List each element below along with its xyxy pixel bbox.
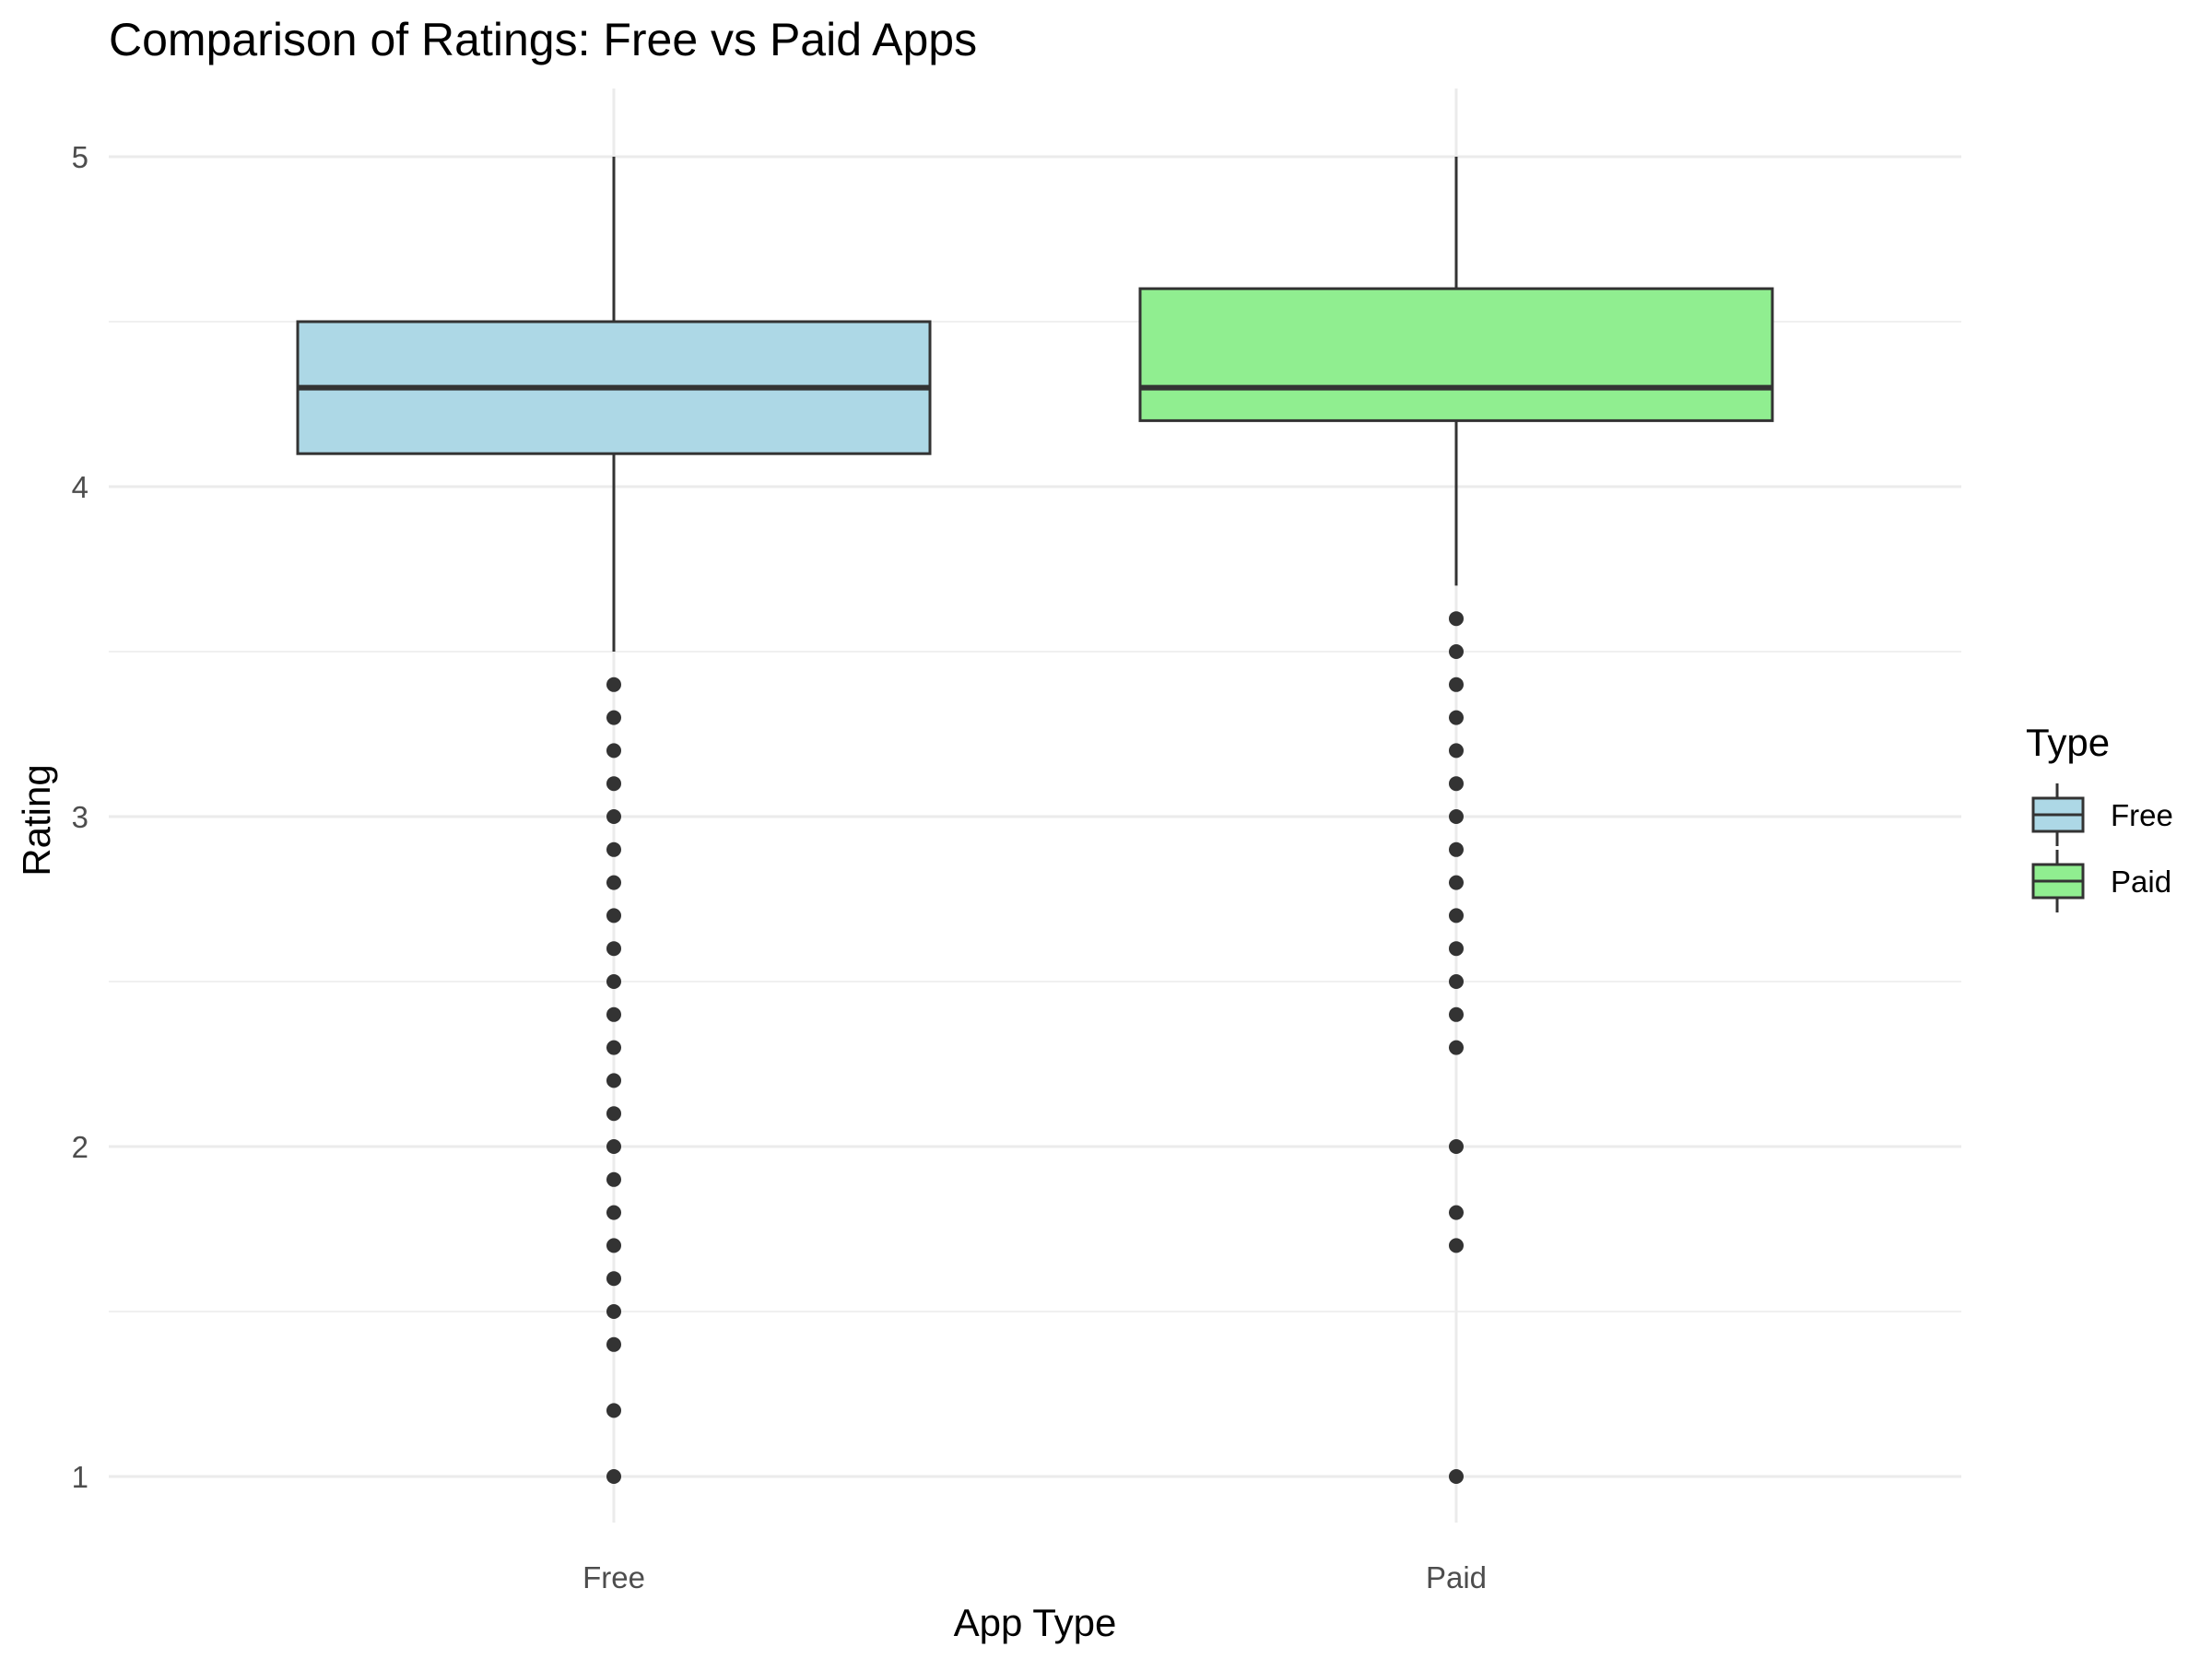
outlier-point (1449, 1040, 1464, 1055)
outlier-point (606, 1040, 621, 1055)
outlier-point (1449, 1006, 1464, 1022)
outlier-point (1449, 1139, 1464, 1154)
outlier-point (1449, 776, 1464, 792)
outlier-point (606, 1106, 621, 1122)
x-axis-title: App Type (954, 1601, 1117, 1644)
outlier-point (606, 776, 621, 792)
y-tick-label: 5 (72, 140, 88, 174)
outlier-point (1449, 875, 1464, 890)
x-tick-label: Paid (1426, 1560, 1487, 1594)
y-tick-label: 3 (72, 800, 88, 834)
outlier-point (1449, 809, 1464, 824)
y-tick-label: 4 (72, 470, 88, 504)
outlier-point (606, 1304, 621, 1319)
outlier-point (1449, 1469, 1464, 1484)
outlier-point (606, 1336, 621, 1352)
outlier-point (606, 743, 621, 759)
outlier-point (1449, 677, 1464, 692)
outlier-point (1449, 974, 1464, 989)
outlier-point (1449, 611, 1464, 627)
outlier-point (606, 1238, 621, 1253)
iqr-box (1138, 287, 1774, 422)
outlier-point (1449, 710, 1464, 725)
outlier-point (606, 1469, 621, 1484)
y-tick-label: 1 (72, 1460, 88, 1494)
legend-entry-paid: Paid (2031, 850, 2171, 912)
outlier-point (606, 974, 621, 989)
outlier-point (606, 809, 621, 824)
outlier-point (606, 1171, 621, 1187)
y-axis-ticks: 1 2 3 4 5 (72, 140, 88, 1494)
legend-label: Paid (2111, 865, 2171, 899)
outlier-point (606, 875, 621, 890)
outlier-point (1449, 941, 1464, 957)
outlier-point (606, 841, 621, 857)
legend: Type Free Paid (2026, 721, 2173, 912)
outlier-point (606, 1403, 621, 1418)
outlier-point (1449, 841, 1464, 857)
legend-title: Type (2026, 721, 2110, 764)
legend-entries: Free Paid (2031, 783, 2173, 912)
legend-label: Free (2111, 798, 2173, 832)
outlier-point (606, 677, 621, 692)
outlier-point (1449, 908, 1464, 924)
box-layer (296, 157, 1774, 1484)
box-free (296, 157, 932, 1484)
x-axis-ticks: Free Paid (582, 1560, 1487, 1594)
outlier-point (606, 908, 621, 924)
outlier-point (606, 710, 621, 725)
y-tick-label: 2 (72, 1130, 88, 1164)
chart-title: Comparison of Ratings: Free vs Paid Apps (109, 14, 977, 65)
outlier-point (1449, 743, 1464, 759)
legend-entry-free: Free (2031, 783, 2173, 846)
outlier-point (1449, 1238, 1464, 1253)
outlier-point (606, 1073, 621, 1088)
outlier-point (606, 941, 621, 957)
outlier-point (606, 1271, 621, 1287)
outlier-point (1449, 1205, 1464, 1220)
outlier-point (1449, 644, 1464, 659)
outlier-point (606, 1006, 621, 1022)
y-axis-title: Rating (15, 764, 58, 876)
box-paid (1138, 157, 1774, 1484)
outlier-point (606, 1205, 621, 1220)
outlier-point (606, 1139, 621, 1154)
x-tick-label: Free (582, 1560, 645, 1594)
